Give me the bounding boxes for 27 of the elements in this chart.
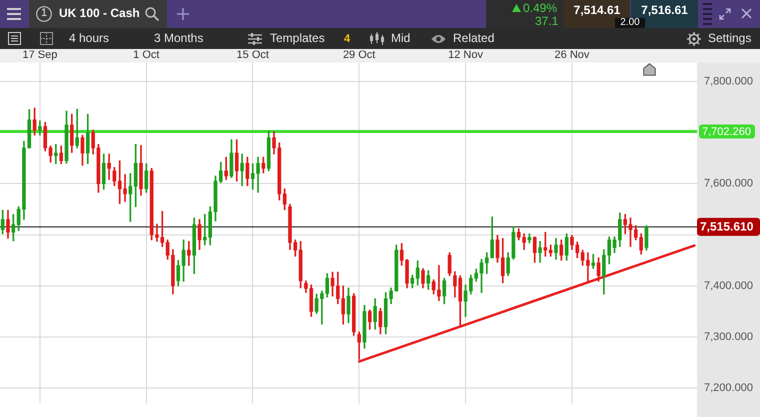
text: Mid bbox=[391, 31, 410, 46]
ref-line-label: 7,515.610 bbox=[700, 220, 754, 234]
text: 37.1 bbox=[535, 14, 558, 29]
text: 0.49% bbox=[523, 1, 558, 16]
text: 4 hours bbox=[69, 31, 110, 46]
x-tick-label: 15 Oct bbox=[236, 49, 269, 62]
text: Templates bbox=[270, 31, 325, 46]
x-tick-label: 12 Nov bbox=[448, 49, 484, 62]
y-tick-label: 7,300.000 bbox=[704, 331, 753, 344]
text: 4 bbox=[344, 32, 350, 46]
y-tick-label: 7,800.000 bbox=[704, 76, 753, 88]
ref-line-label: 7,702.260 bbox=[702, 126, 751, 138]
chart-title: UK 100 - Cash bbox=[59, 6, 140, 21]
x-tick-label: 26 Nov bbox=[554, 49, 590, 62]
y-tick-label: 7,200.000 bbox=[704, 382, 753, 394]
text: Related bbox=[453, 31, 494, 46]
x-tick-label: 1 Oct bbox=[133, 49, 160, 62]
text: 2.00 bbox=[615, 17, 645, 29]
y-tick-label: 7,400.000 bbox=[704, 280, 753, 292]
text: 7,514.61 bbox=[572, 3, 620, 18]
candlestick bbox=[107, 154, 111, 180]
x-tick-label: 17 Sep bbox=[22, 49, 58, 62]
x-tick-label: 29 Oct bbox=[342, 49, 376, 62]
text: 3 Months bbox=[154, 31, 204, 46]
text: Settings bbox=[708, 31, 752, 46]
text: 7,516.61 bbox=[640, 3, 689, 18]
y-tick-label: 7,600.000 bbox=[704, 178, 753, 190]
